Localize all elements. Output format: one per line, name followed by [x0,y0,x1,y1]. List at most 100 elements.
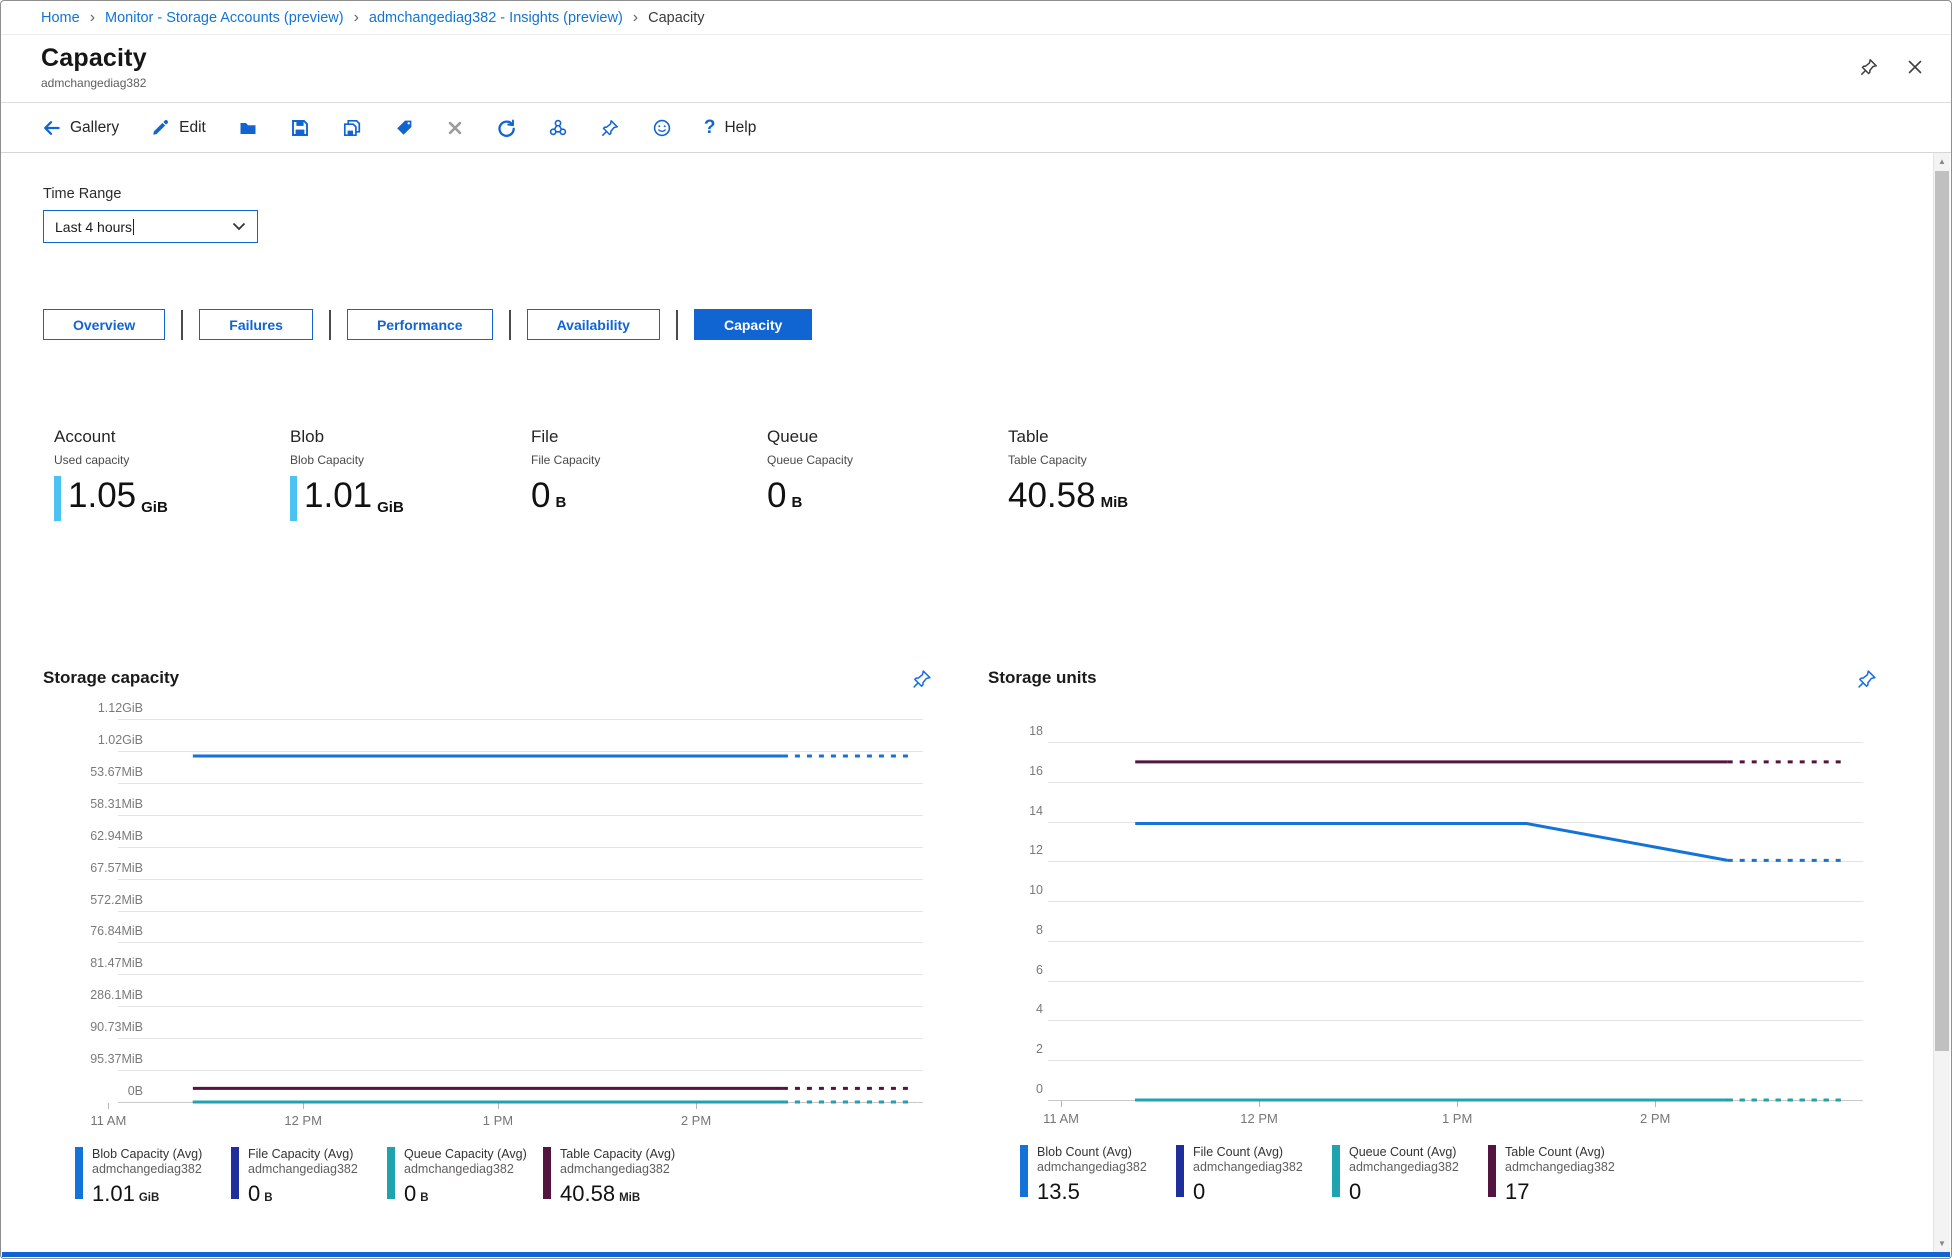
edit-button[interactable]: Edit [151,118,206,137]
chart-title: Storage capacity [43,668,180,687]
x-axis-tick [1061,1101,1063,1107]
x-axis-tick [108,1103,110,1109]
blade-content: Time Range Last 4 hours Overview Failures… [1,153,1951,1258]
breadcrumb: Home › Monitor - Storage Accounts (preview… [1,1,1951,35]
close-icon[interactable] [1905,57,1925,77]
breadcrumb-item-monitor-storage-accounts-preview[interactable]: Monitor - Storage Accounts (preview) [105,10,344,26]
y-axis-tick-label: 1.02GiB [97,733,143,747]
refresh-button[interactable] [496,118,516,138]
storage-capacity-chart: Storage capacity 1.12GiB 1.02GiB 53.67MiB 5… [43,668,933,1207]
legend-value: 40.58 [560,1180,616,1206]
scrollbar-thumb[interactable] [1935,171,1949,1051]
x-axis-tick-label: 1 PM [1441,1111,1473,1126]
gridline [118,974,923,975]
save-button[interactable] [290,118,310,138]
legend-resource-name: admchangediag382 [1505,1160,1615,1175]
breadcrumb-separator: › [89,9,96,26]
legend-color-bar [231,1147,239,1199]
tile-subtitle: Table Capacity [1008,453,1087,467]
tab-failures[interactable]: Failures [199,309,313,340]
gridline [118,847,923,848]
legend-resource-name: admchangediag382 [404,1162,514,1177]
tab-overview[interactable]: Overview [43,309,166,340]
tab-availability[interactable]: Availability [526,309,660,340]
scroll-up-arrow[interactable]: ▲ [1938,157,1946,166]
pencil-icon [153,119,169,135]
legend-color-bar [1488,1145,1496,1197]
y-axis-tick-label: 12 [1029,843,1043,857]
tile-value-row: 1.01 GiB [290,476,531,521]
plot-area: 1.12GiB 1.02GiB 53.67MiB 58.31MiB 62.94MiB 67… [43,701,933,1136]
share-button[interactable] [548,118,568,138]
legend-unit: MiB [619,1191,641,1204]
tag-button[interactable] [394,118,414,138]
legend-series-name: Table Capacity (Avg) [560,1147,676,1161]
tile-title: Queue [767,427,819,446]
save-copy-button[interactable] [342,118,362,138]
legend-unit: GiB [138,1191,160,1204]
y-axis-tick-label: 4 [1036,1002,1043,1016]
vertical-scrollbar[interactable]: ▲ ▼ [1933,153,1950,1252]
command-bar: Gallery Edit [1,103,1951,153]
y-axis-tick-label: 90.73MiB [90,1020,143,1034]
legend-value: 17 [1505,1178,1530,1204]
open-button[interactable] [238,118,258,138]
pin-icon [601,119,618,136]
pin-chart-icon[interactable] [1856,668,1878,690]
tile-accent-bar [290,476,297,521]
gridline [118,783,923,784]
legend-resource-name: admchangediag382 [248,1162,358,1177]
tile-title: Table [1008,427,1049,446]
help-button[interactable]: ? Help [704,117,757,139]
legend-text: Blob Count (Avg) admchangediag382 13.5 [1037,1145,1147,1205]
gridline [1048,901,1863,902]
y-axis-tick-label: 0 [1036,1082,1043,1096]
chart-lines [118,719,923,1102]
legend-color-bar [1020,1145,1028,1197]
chart-title: Storage units [988,668,1097,687]
gridline [1048,861,1863,862]
chart-legend: Blob Count (Avg) admchangediag382 13.5 File… [1020,1145,1878,1205]
discard-button[interactable] [446,119,464,137]
gridline [118,942,923,943]
bottom-accent-bar [2,1252,1950,1257]
scroll-down-arrow[interactable]: ▼ [1938,1239,1946,1248]
y-axis-tick-label: 81.47MiB [90,956,143,970]
legend-text: Table Capacity (Avg) admchangediag382 40.5… [560,1147,675,1207]
gridline [118,1038,923,1039]
y-axis-tick-label: 1.12GiB [97,701,143,715]
feedback-button[interactable] [652,118,672,138]
tag-icon [397,120,412,135]
legend-series-name: Queue Capacity (Avg) [404,1147,527,1161]
tile-value: 1.05 [68,476,137,515]
charts-row: Storage capacity 1.12GiB 1.02GiB 53.67MiB 5… [43,668,1951,1207]
legend-value: 0 [1349,1178,1362,1204]
legend-color-bar [1332,1145,1340,1197]
legend-item-blob-count-avg: Blob Count (Avg) admchangediag382 13.5 [1020,1145,1176,1205]
legend-text: Blob Capacity (Avg) admchangediag382 1.01 G… [92,1147,202,1207]
legend-resource-name: admchangediag382 [92,1162,202,1177]
y-axis-tick-label: 286.1MiB [90,988,143,1002]
time-range-select[interactable]: Last 4 hours [43,210,258,243]
legend-series-name: Queue Count (Avg) [1349,1145,1457,1159]
tile-value: 0 [531,476,551,515]
breadcrumb-item-home[interactable]: Home [41,10,80,26]
gallery-button[interactable]: Gallery [41,118,119,138]
tile-unit: B [555,494,567,511]
legend-value-row: 1.01 GiB [92,1181,202,1207]
gridline [118,1006,923,1007]
tab-capacity[interactable]: Capacity [693,309,813,340]
pin-chart-icon[interactable] [911,668,933,690]
gridline [1048,1060,1863,1061]
legend-value: 0 [248,1180,261,1206]
legend-unit: B [264,1191,273,1204]
tile-title: Account [54,427,116,446]
breadcrumb-separator: › [353,9,359,26]
tab-performance[interactable]: Performance [346,309,493,340]
pin-button[interactable] [600,118,620,138]
pin-blade-icon[interactable] [1859,57,1879,77]
breadcrumb-separator: › [632,9,639,26]
chevron-down-icon [232,218,246,236]
breadcrumb-item-admchangediag382-insights-preview[interactable]: admchangediag382 - Insights (preview) [368,10,623,26]
